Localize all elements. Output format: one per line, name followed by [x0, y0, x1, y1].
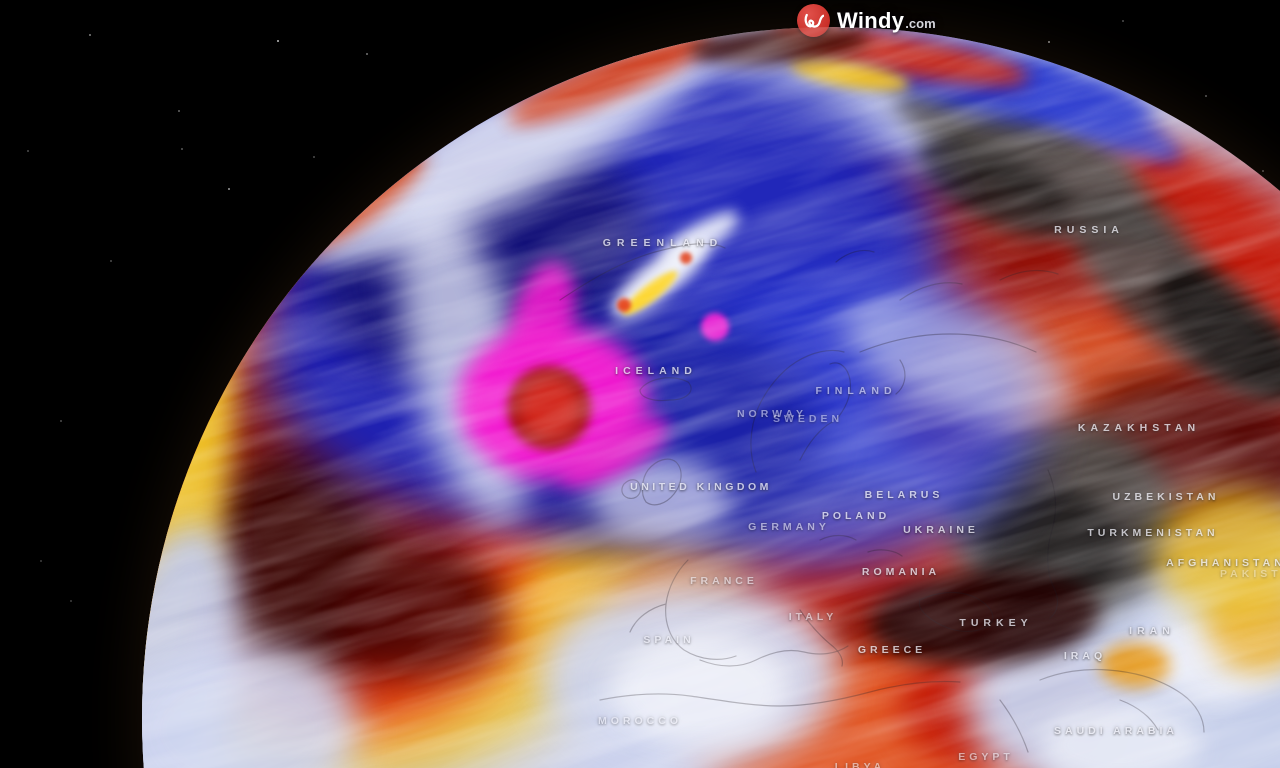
- star: [1122, 20, 1124, 22]
- star: [178, 110, 180, 112]
- star: [40, 560, 42, 562]
- star: [1262, 170, 1264, 172]
- star: [181, 148, 183, 150]
- star: [313, 156, 315, 158]
- windy-logo[interactable]: Windy .com: [797, 4, 936, 37]
- star: [70, 600, 72, 602]
- star: [27, 150, 29, 152]
- star: [60, 420, 62, 422]
- star: [366, 53, 368, 55]
- star: [110, 260, 112, 262]
- windy-logo-text: Windy .com: [837, 8, 936, 34]
- brand-tld: .com: [905, 15, 936, 31]
- brand-name: Windy: [837, 7, 905, 33]
- star: [1205, 95, 1207, 97]
- star: [1048, 41, 1050, 43]
- star: [277, 40, 279, 42]
- wind-swirl-icon: [804, 13, 824, 28]
- earth-globe[interactable]: [142, 27, 1280, 768]
- star: [228, 188, 230, 190]
- star: [89, 34, 91, 36]
- windy-logo-badge: [797, 4, 830, 37]
